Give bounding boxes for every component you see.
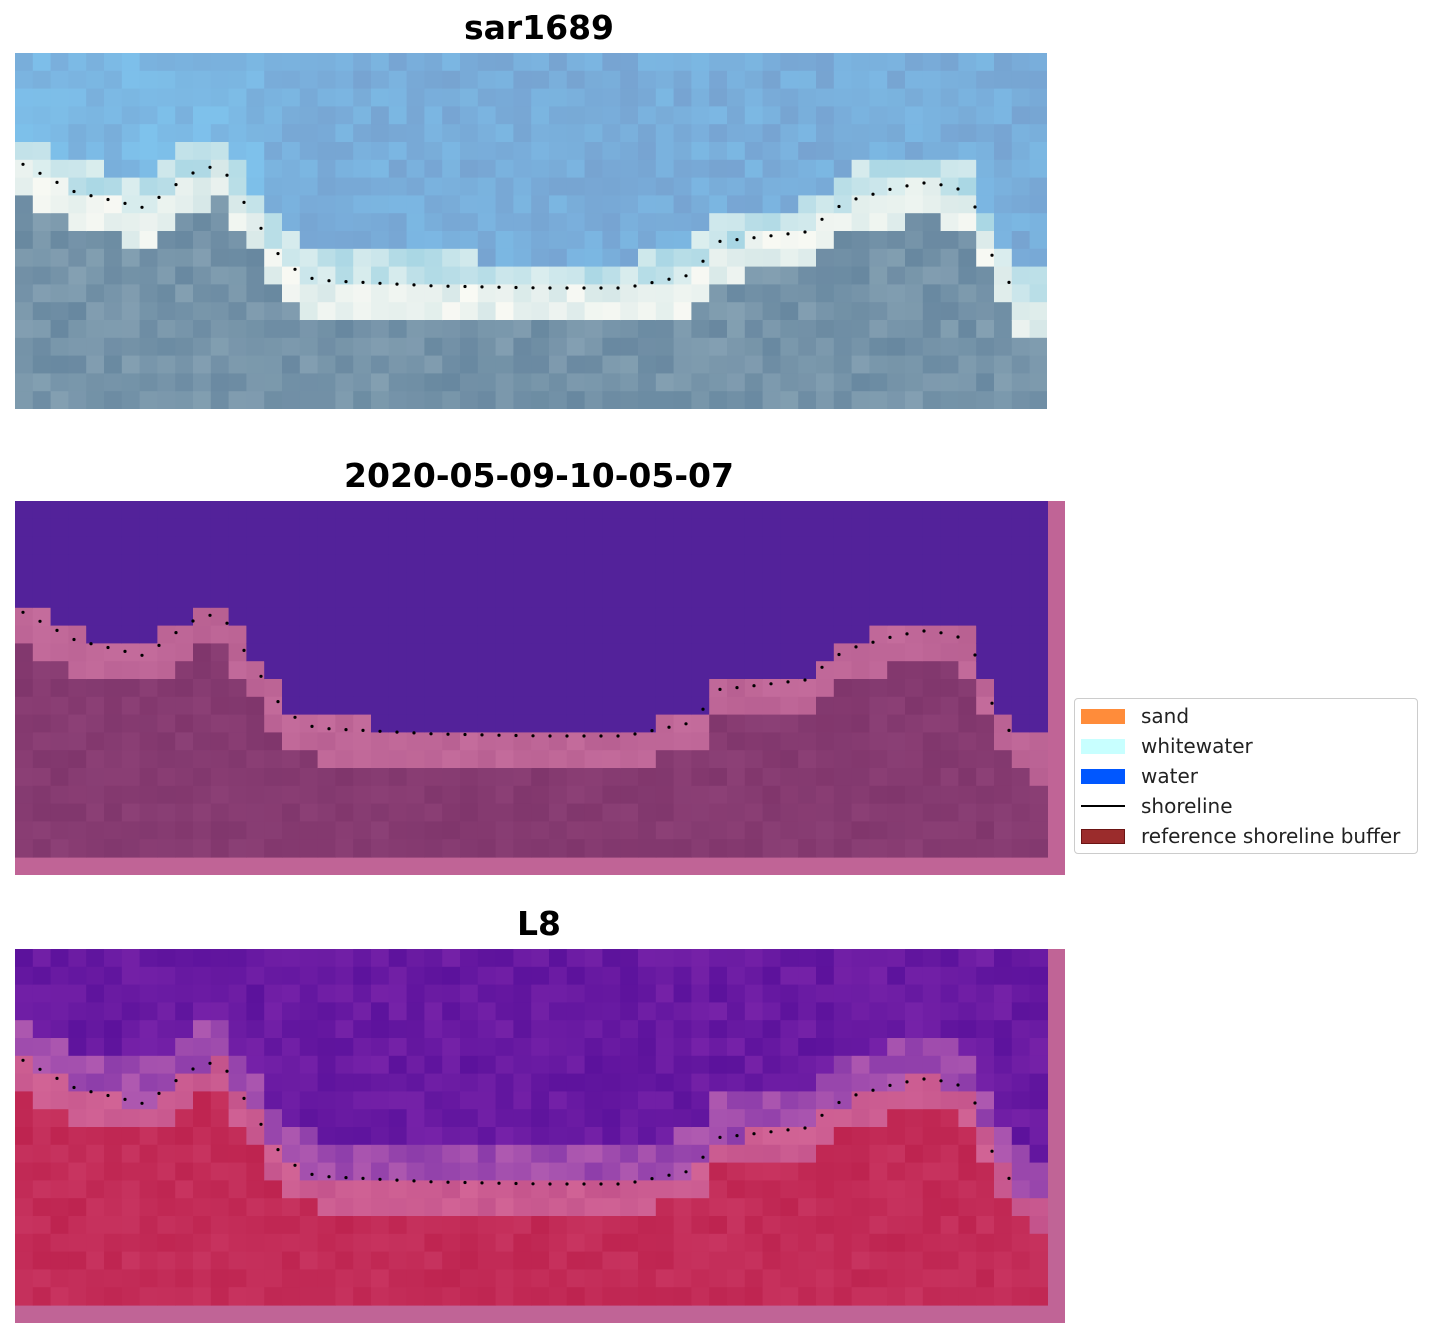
legend-item-buffer: reference shoreline buffer bbox=[1081, 821, 1400, 851]
mndwi-image bbox=[15, 949, 1065, 1323]
buffer-swatch-icon bbox=[1081, 828, 1125, 844]
legend-label-shoreline: shoreline bbox=[1141, 794, 1233, 818]
legend-label-buffer: reference shoreline buffer bbox=[1141, 824, 1401, 848]
rgb-image-panel bbox=[15, 53, 1047, 409]
legend-label-water: water bbox=[1141, 764, 1198, 788]
classified-shoreline-dots bbox=[21, 610, 1011, 738]
classified-pixels bbox=[15, 501, 1048, 858]
panel-title-rgb: sar1689 bbox=[463, 8, 615, 47]
legend-item-water: water bbox=[1081, 761, 1198, 791]
rgb-shoreline-dots bbox=[21, 162, 1011, 290]
water-swatch-icon bbox=[1081, 768, 1125, 784]
legend-item-shoreline: shoreline bbox=[1081, 791, 1233, 821]
sand-swatch-icon bbox=[1081, 708, 1125, 724]
mndwi-pixels bbox=[15, 949, 1048, 1306]
panel-title-classified: 2020-05-09-10-05-07 bbox=[344, 456, 734, 495]
classified-image bbox=[15, 501, 1065, 875]
mndwi-image-panel bbox=[15, 949, 1065, 1323]
legend: sand whitewater water shoreline referenc… bbox=[1074, 698, 1418, 854]
legend-item-sand: sand bbox=[1081, 701, 1189, 731]
shoreline-line-icon bbox=[1081, 805, 1125, 807]
whitewater-swatch-icon bbox=[1081, 738, 1125, 754]
legend-item-whitewater: whitewater bbox=[1081, 731, 1253, 761]
classified-image-panel bbox=[15, 501, 1065, 875]
legend-label-whitewater: whitewater bbox=[1141, 734, 1253, 758]
legend-label-sand: sand bbox=[1141, 704, 1190, 728]
rgb-pixels bbox=[15, 53, 1047, 409]
rgb-image bbox=[15, 53, 1047, 409]
mndwi-shoreline-dots bbox=[21, 1058, 1011, 1186]
panel-title-mndwi: L8 bbox=[517, 904, 561, 943]
